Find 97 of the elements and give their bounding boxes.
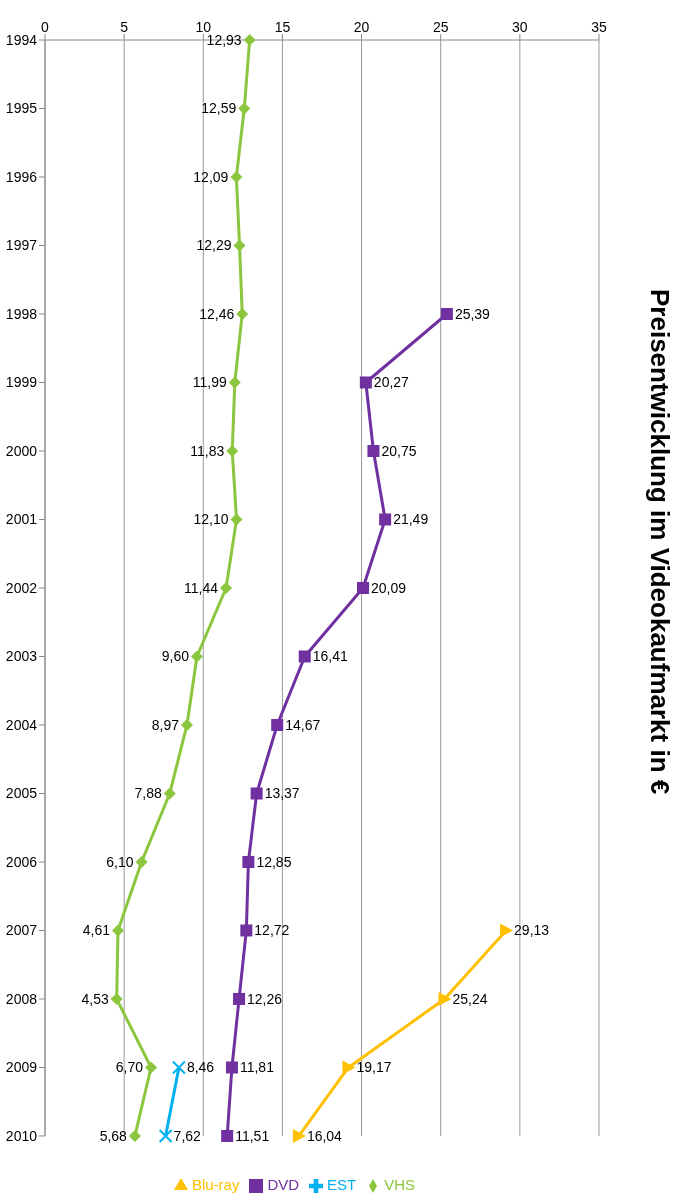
data-label: 11,99 (192, 374, 227, 391)
data-label: 29,13 (514, 922, 550, 939)
y-tick-label: 2004 (5, 716, 38, 733)
point (359, 376, 372, 389)
y-tick-label: 1994 (5, 31, 38, 48)
data-label: 12,46 (199, 305, 235, 322)
y-tick-label: 2010 (5, 1127, 38, 1144)
data-label: 11,81 (239, 1059, 275, 1076)
data-label: 12,10 (193, 511, 229, 528)
data-label: 6,70 (115, 1059, 144, 1076)
y-tick-label: 1997 (5, 237, 38, 254)
point (298, 650, 311, 663)
data-label: 12,29 (196, 237, 232, 254)
data-label: 7,88 (134, 785, 162, 802)
data-label: 7,62 (173, 1127, 202, 1144)
point (190, 650, 203, 663)
y-tick-label: 2008 (5, 990, 38, 1007)
point (342, 1060, 356, 1075)
point (242, 855, 255, 868)
data-label: 8,46 (186, 1059, 215, 1076)
data-label: 6,10 (106, 853, 134, 870)
data-label: 14,67 (285, 716, 321, 733)
data-label: 16,04 (306, 1127, 343, 1144)
y-tick-label: 2001 (5, 511, 38, 528)
data-label: 20,27 (373, 374, 410, 391)
point (180, 718, 193, 731)
y-tick-label: 1995 (5, 100, 38, 117)
point (238, 102, 251, 115)
point (128, 1129, 141, 1142)
point (230, 513, 243, 526)
y-tick-label: 2006 (5, 853, 38, 870)
data-label: 8,97 (151, 716, 180, 733)
point (357, 581, 369, 594)
point (379, 513, 392, 526)
point (145, 1061, 158, 1074)
data-label: 13,37 (264, 785, 300, 802)
data-label: 12,85 (256, 853, 292, 870)
point (230, 171, 243, 183)
data-label: 16,41 (312, 648, 348, 665)
point (221, 1129, 234, 1142)
data-label: 11,44 (184, 579, 219, 596)
point (292, 1128, 306, 1143)
data-label: 11,51 (235, 1127, 270, 1144)
point (438, 991, 452, 1006)
point (163, 787, 176, 800)
x-tick-label: 5 (120, 19, 129, 35)
point (233, 239, 246, 252)
point (240, 924, 253, 937)
legend-label: VHS (384, 1175, 416, 1193)
point (367, 444, 380, 457)
data-label: 12,72 (254, 922, 290, 939)
data-label: 25,24 (452, 990, 488, 1007)
x-tick-label: 0 (41, 19, 50, 35)
point (171, 1060, 186, 1075)
data-label: 20,75 (381, 442, 417, 459)
text: Preisentwicklung im Videokaufmarkt in € (644, 288, 675, 795)
data-label: 12,09 (193, 168, 229, 185)
y-tick-label: 2003 (5, 648, 38, 665)
point (500, 923, 514, 938)
y-tick-label: 2002 (5, 579, 38, 596)
point (135, 855, 148, 868)
y-tick-label: 2000 (5, 442, 38, 459)
data-label: 20,09 (371, 579, 407, 596)
point (243, 34, 256, 46)
legend-label: DVD (267, 1175, 300, 1193)
legend-label: Blu-ray (191, 1175, 240, 1193)
point (111, 924, 124, 937)
legend-label: EST (327, 1175, 357, 1193)
x-tick-label: 30 (512, 19, 528, 35)
data-label: 4,61 (82, 922, 111, 939)
x-tick-label: 35 (591, 19, 607, 35)
point (225, 1061, 238, 1074)
x-tick-label: 20 (353, 19, 370, 35)
point (220, 581, 233, 594)
data-label: 12,26 (247, 990, 283, 1007)
point (233, 992, 246, 1005)
point (250, 787, 263, 800)
data-label: 19,17 (356, 1059, 392, 1076)
point (271, 718, 284, 731)
y-tick-label: 1998 (5, 305, 38, 322)
data-label: 25,39 (454, 305, 491, 322)
data-label: 9,60 (161, 648, 190, 665)
data-label: 21,49 (393, 511, 429, 528)
y-tick-label: 1999 (5, 374, 38, 391)
x-tick-label: 15 (274, 19, 291, 35)
data-label: 11,83 (190, 442, 225, 459)
point (228, 376, 241, 389)
point (158, 1128, 173, 1143)
data-label: 5,68 (99, 1127, 128, 1144)
y-tick-label: 2005 (5, 785, 38, 802)
x-tick-label: 25 (432, 19, 449, 35)
y-tick-label: 2007 (5, 922, 38, 939)
y-tick-label: 2009 (5, 1059, 38, 1076)
y-tick-label: 1996 (5, 168, 38, 185)
data-label: 12,59 (201, 100, 237, 117)
point (440, 307, 453, 320)
data-label: 4,53 (81, 990, 109, 1007)
